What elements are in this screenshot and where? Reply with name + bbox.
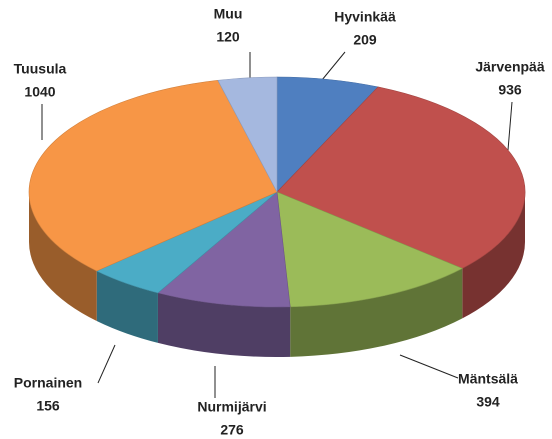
leader-line	[507, 101, 513, 151]
slice-side	[29, 192, 97, 321]
slice	[157, 191, 291, 308]
slice-side	[462, 192, 525, 319]
slice-label: Järvenpää	[475, 59, 544, 75]
slice-side	[157, 292, 291, 357]
slice-value: 209	[353, 32, 377, 48]
slice-value: 156	[36, 398, 60, 414]
slice-sides	[29, 192, 525, 357]
slice-label: Muu	[214, 6, 243, 22]
slice	[28, 79, 278, 272]
slice	[276, 86, 526, 269]
slice-label: Nurmijärvi	[197, 399, 266, 415]
leader-lines	[41, 51, 513, 398]
slice-label: Mäntsälä	[458, 371, 518, 387]
slice-side	[290, 268, 463, 357]
slice-value: 120	[216, 29, 240, 45]
leader-line	[321, 51, 346, 81]
leader-line	[97, 344, 116, 384]
slice-label: Tuusula	[14, 61, 67, 77]
slice	[217, 76, 278, 193]
slice	[276, 191, 464, 308]
leader-line	[399, 354, 459, 379]
slice-tops	[28, 76, 526, 308]
slice-value: 394	[476, 394, 500, 410]
slice-value: 1040	[24, 84, 55, 100]
slice-value: 936	[498, 82, 522, 98]
slice-label: Pornainen	[14, 375, 82, 391]
slice-label: Hyvinkää	[334, 9, 396, 25]
slice-value: 276	[220, 422, 244, 438]
